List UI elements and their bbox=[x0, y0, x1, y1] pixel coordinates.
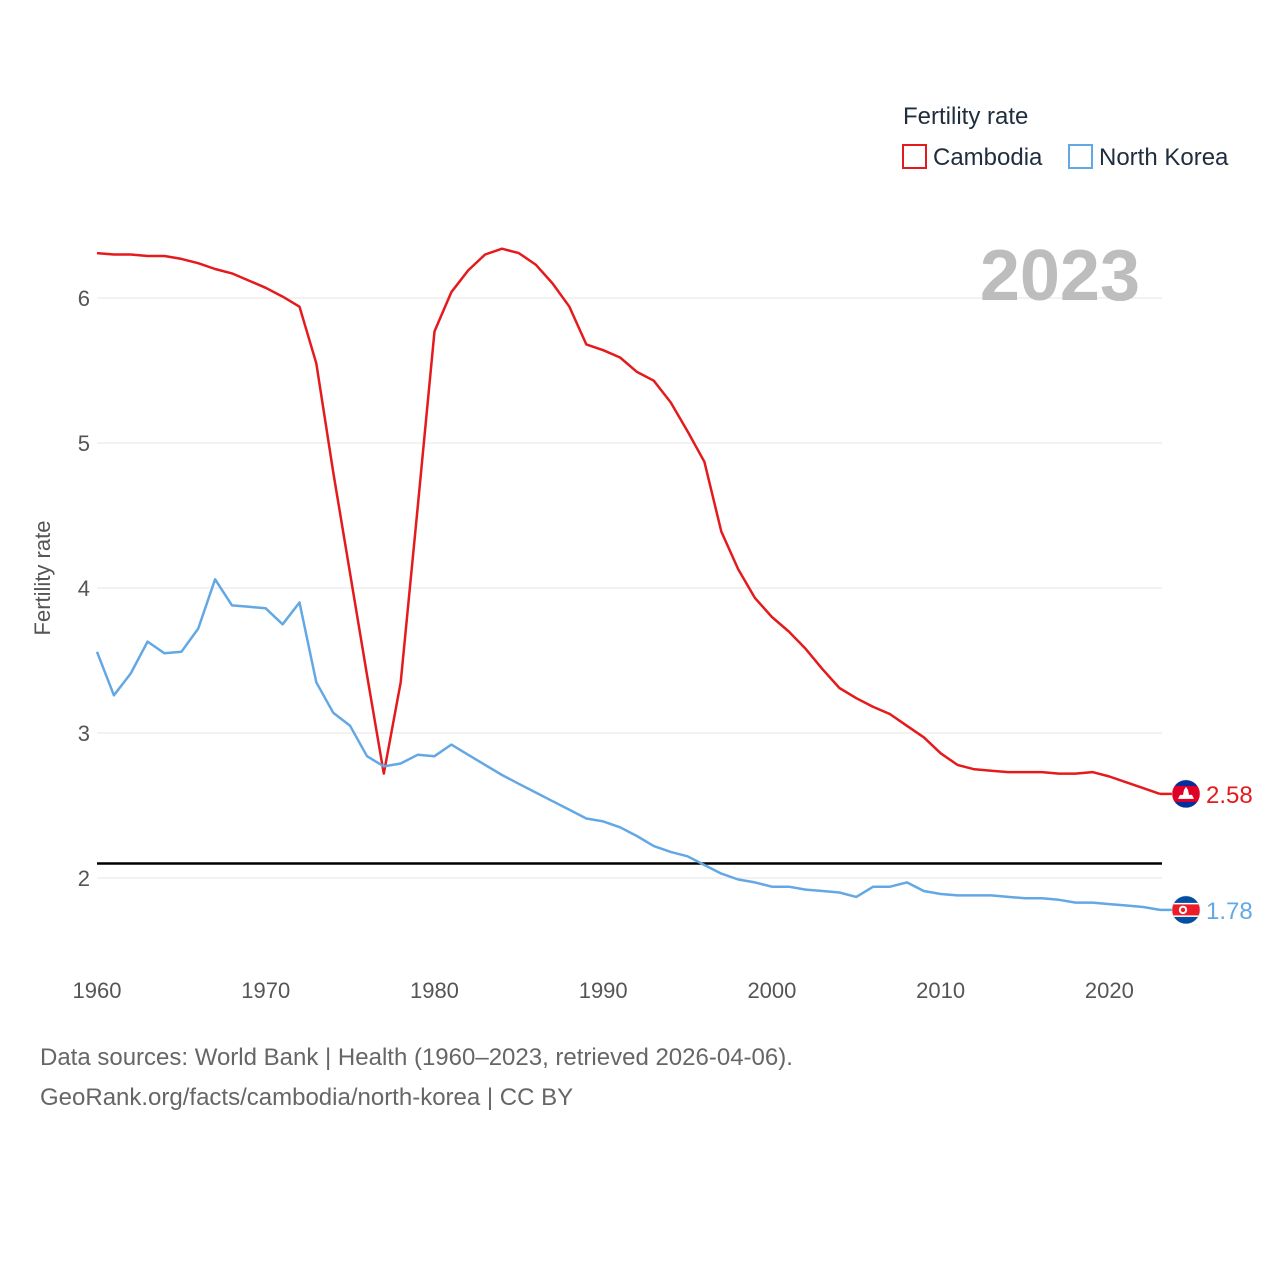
cambodia-flag-icon bbox=[1171, 779, 1201, 809]
legend-label-cambodia: Cambodia bbox=[933, 144, 1043, 171]
legend-label-north-korea: North Korea bbox=[1099, 144, 1229, 171]
legend-swatch-north-korea bbox=[1068, 144, 1093, 169]
series-lines bbox=[95, 247, 1161, 912]
legend-swatch-cambodia bbox=[902, 144, 927, 169]
y-axis-ticks: 2 3 4 5 6 bbox=[78, 286, 90, 891]
y-tick-label: 5 bbox=[78, 431, 90, 456]
y-tick-label: 3 bbox=[78, 721, 90, 746]
x-tick-label: 1980 bbox=[410, 978, 459, 1003]
end-value-label: 2.58 bbox=[1206, 782, 1253, 809]
series-line-north-korea bbox=[95, 578, 1161, 912]
x-tick-label: 2010 bbox=[916, 978, 965, 1003]
x-tick-label: 2000 bbox=[747, 978, 796, 1003]
x-tick-label: 2020 bbox=[1085, 978, 1134, 1003]
y-axis-title: Fertility rate bbox=[30, 521, 55, 636]
year-label: 2023 bbox=[980, 236, 1140, 316]
end-markers: 2.58 1.78 bbox=[1160, 779, 1253, 925]
grid-lines bbox=[97, 297, 1162, 879]
y-tick-label: 2 bbox=[78, 866, 90, 891]
x-tick-label: 1960 bbox=[73, 978, 122, 1003]
end-value-label: 1.78 bbox=[1206, 898, 1253, 925]
y-tick-label: 4 bbox=[78, 576, 90, 601]
series-line-cambodia bbox=[96, 247, 1161, 796]
legend-item-cambodia[interactable]: Cambodia bbox=[902, 144, 1043, 171]
credit-text: GeoRank.org/facts/cambodia/north-korea |… bbox=[40, 1084, 574, 1111]
x-tick-label: 1990 bbox=[579, 978, 628, 1003]
x-tick-label: 1970 bbox=[241, 978, 290, 1003]
north-korea-flag-icon bbox=[1171, 895, 1201, 925]
data-source-text: Data sources: World Bank | Health (1960–… bbox=[40, 1044, 793, 1071]
x-axis-ticks: 1960 1970 1980 1990 2000 2010 2020 bbox=[73, 978, 1134, 1003]
legend-item-north-korea[interactable]: North Korea bbox=[1068, 144, 1229, 171]
y-tick-label: 6 bbox=[78, 286, 90, 311]
legend: Fertility rate Cambodia North Korea bbox=[902, 103, 1229, 171]
legend-title: Fertility rate bbox=[903, 103, 1028, 130]
